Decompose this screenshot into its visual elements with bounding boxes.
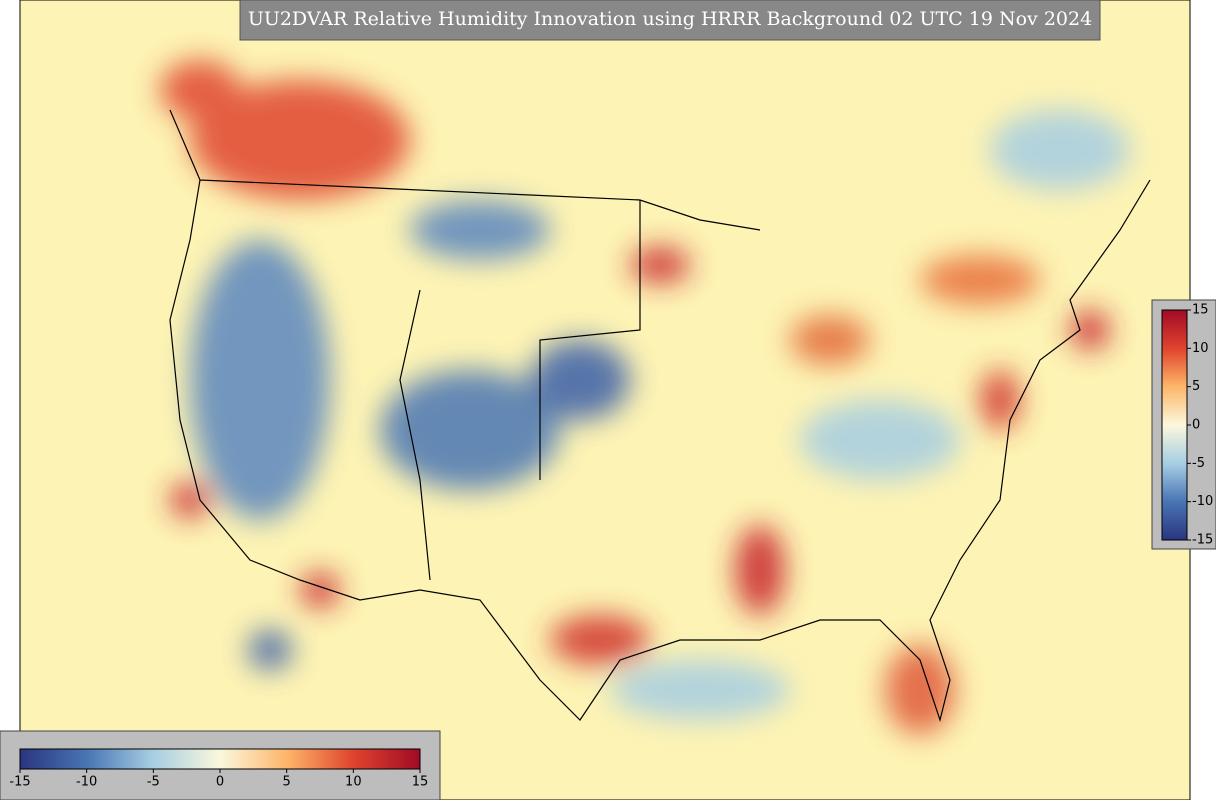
colorbar-tick-label: 5 <box>1192 379 1200 394</box>
colorbar-horizontal: -15 -10 -5 0 5 10 15 <box>0 730 441 800</box>
colorbar-tick-label: -5 <box>1192 456 1205 471</box>
colorbar-tick-label: 0 <box>216 775 224 790</box>
colorbar-tick-label: -10 <box>1192 494 1213 509</box>
colorbar-tick-label: -15 <box>1192 533 1213 548</box>
colorbar-tick-label: 10 <box>345 775 362 790</box>
colorbar-tick-label: 5 <box>283 775 291 790</box>
colorbar-tick-label: -5 <box>147 775 160 790</box>
colorbar-vertical: 15 10 5 0 -5 -10 -15 <box>1151 299 1216 550</box>
colorbar-tick-label: 10 <box>1192 341 1209 356</box>
colorbar-tick-label: -15 <box>9 775 30 790</box>
map-background <box>19 0 1191 800</box>
title-banner: UU2DVAR Relative Humidity Innovation usi… <box>239 0 1101 41</box>
colorbar-tick-label: 15 <box>412 775 429 790</box>
colorbar-tick-label: -10 <box>76 775 97 790</box>
colorbar-tick-label: 0 <box>1192 418 1200 433</box>
colorbar-tick-label: 15 <box>1192 303 1209 318</box>
map-title: UU2DVAR Relative Humidity Innovation usi… <box>248 8 1092 30</box>
